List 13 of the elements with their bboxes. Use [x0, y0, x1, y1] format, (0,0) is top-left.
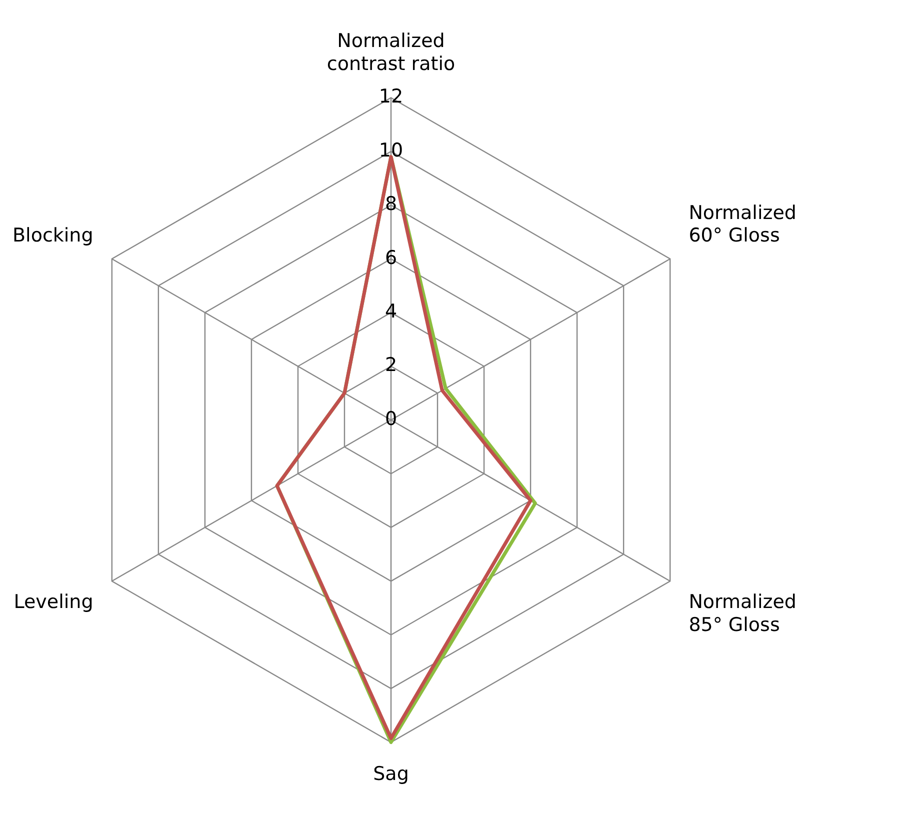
y-tick-label: 2 [384, 354, 398, 376]
y-tick-label: 12 [378, 86, 404, 108]
y-tick-label: 4 [384, 300, 398, 323]
y-tick-label: 0 [384, 408, 398, 430]
spoke-label: Normalized 60° Gloss [688, 202, 796, 247]
spoke-label: Normalized 85° Gloss [688, 591, 796, 636]
y-tick-label: 10 [378, 139, 404, 162]
spoke-label: Normalized contrast ratio [326, 30, 456, 75]
y-tick-label: 8 [384, 193, 398, 216]
spoke-label: Blocking [12, 224, 94, 247]
spoke-label: Leveling [14, 591, 94, 614]
y-tick-label: 6 [384, 246, 398, 269]
spoke-label: Sag [373, 763, 409, 786]
